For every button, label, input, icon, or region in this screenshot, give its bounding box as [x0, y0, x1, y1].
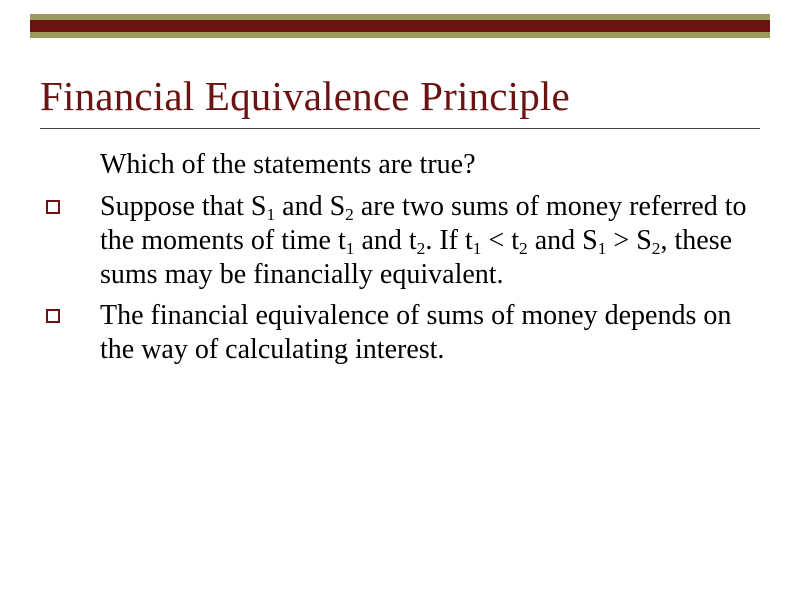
- title-underline: [40, 128, 760, 129]
- bullet-item-text: The financial equivalence of sums of mon…: [100, 299, 756, 367]
- intro-question: Which of the statements are true?: [100, 148, 756, 182]
- square-bullet-icon: [46, 309, 60, 323]
- square-bullet-icon: [46, 200, 60, 214]
- top-accent-bar: [30, 14, 770, 38]
- slide-title: Financial Equivalence Principle: [40, 72, 760, 120]
- maroon-stripe: [30, 20, 770, 32]
- bullet-item: The financial equivalence of sums of mon…: [46, 299, 756, 367]
- slide: Financial Equivalence Principle Which of…: [0, 0, 800, 600]
- slide-body: Which of the statements are true? Suppos…: [46, 148, 756, 373]
- bullet-item-text: Suppose that S1 and S2 are two sums of m…: [100, 190, 756, 292]
- bullet-item: Suppose that S1 and S2 are two sums of m…: [46, 190, 756, 292]
